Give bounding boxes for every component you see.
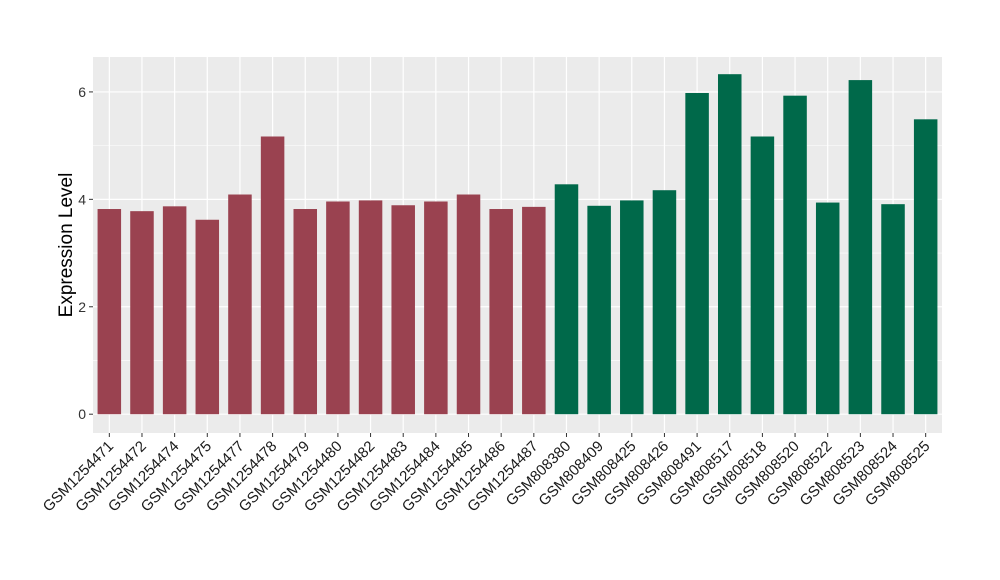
y-tick-label: 4 [78,191,86,207]
bar-GSM808523 [848,80,873,415]
bar-GSM1254479 [293,209,318,415]
bar-GSM1254475 [195,219,220,415]
bar-GSM1254483 [391,205,415,415]
bar-GSM1254480 [326,201,350,415]
bar-GSM808524 [881,204,905,415]
bar-GSM808525 [913,119,938,415]
bar-GSM1254485 [456,194,481,415]
bar-GSM1254477 [228,194,252,415]
bar-GSM1254471 [97,209,122,415]
bar-GSM1254487 [522,206,546,415]
y-tick-label: 6 [78,84,86,100]
bar-GSM808491 [685,92,709,415]
bar-GSM1254472 [130,211,154,415]
bar-GSM808380 [554,184,579,415]
bar-GSM808517 [717,74,742,415]
bar-layer [97,74,938,415]
bar-GSM808518 [750,136,775,415]
bar-GSM808426 [652,190,677,415]
bar-GSM808425 [620,200,644,415]
bar-GSM808522 [815,202,840,415]
bar-GSM808409 [587,205,611,415]
y-tick-label: 0 [78,406,86,422]
plot-panel [93,57,942,433]
bar-GSM1254474 [162,206,187,415]
bar-GSM1254478 [260,136,285,415]
y-tick-label: 2 [78,299,86,315]
bar-GSM1254482 [358,200,383,415]
y-axis-title: Expression Level [56,173,77,318]
bar-GSM1254486 [489,209,513,415]
bar-GSM1254484 [424,201,448,415]
bar-GSM808520 [783,95,807,415]
